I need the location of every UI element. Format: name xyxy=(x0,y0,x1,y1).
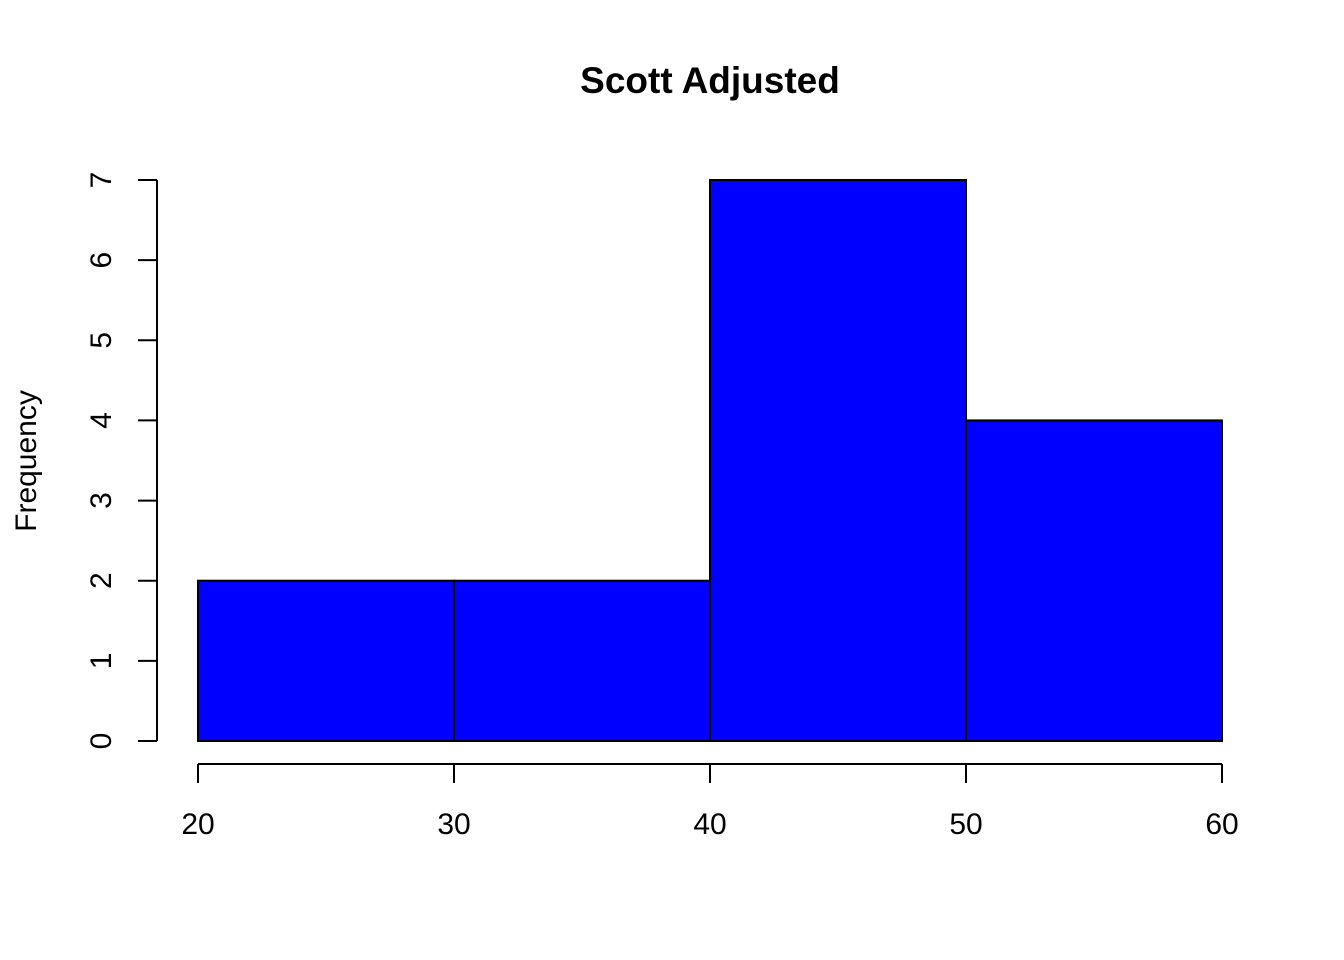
y-axis: 0 1 2 3 4 5 6 7 xyxy=(85,172,158,750)
y-tick-label: 7 xyxy=(85,172,118,189)
y-tick-label: 5 xyxy=(85,332,118,349)
y-axis-label: Frequency xyxy=(10,390,43,532)
histogram-bar-50-60 xyxy=(965,419,1223,742)
x-tick-label: 20 xyxy=(181,808,214,841)
y-tick-label: 0 xyxy=(85,733,118,750)
x-tick-label: 50 xyxy=(949,808,982,841)
y-tick-label: 1 xyxy=(85,653,118,670)
y-tick-label: 2 xyxy=(85,572,118,589)
y-tick-label: 4 xyxy=(85,412,118,429)
x-tick-label: 40 xyxy=(693,808,726,841)
histogram-bar-30-40 xyxy=(453,579,711,743)
x-tick-label: 30 xyxy=(437,808,470,841)
histogram-bar-20-30 xyxy=(197,579,455,743)
histogram-bar-40-50 xyxy=(709,179,967,742)
x-tick-label: 60 xyxy=(1205,808,1238,841)
y-tick-label: 3 xyxy=(85,492,118,509)
bars-group xyxy=(197,179,1223,743)
y-tick-label: 6 xyxy=(85,252,118,269)
chart-title: Scott Adjusted xyxy=(580,60,840,101)
x-axis: 20 30 40 50 60 xyxy=(181,763,1239,841)
